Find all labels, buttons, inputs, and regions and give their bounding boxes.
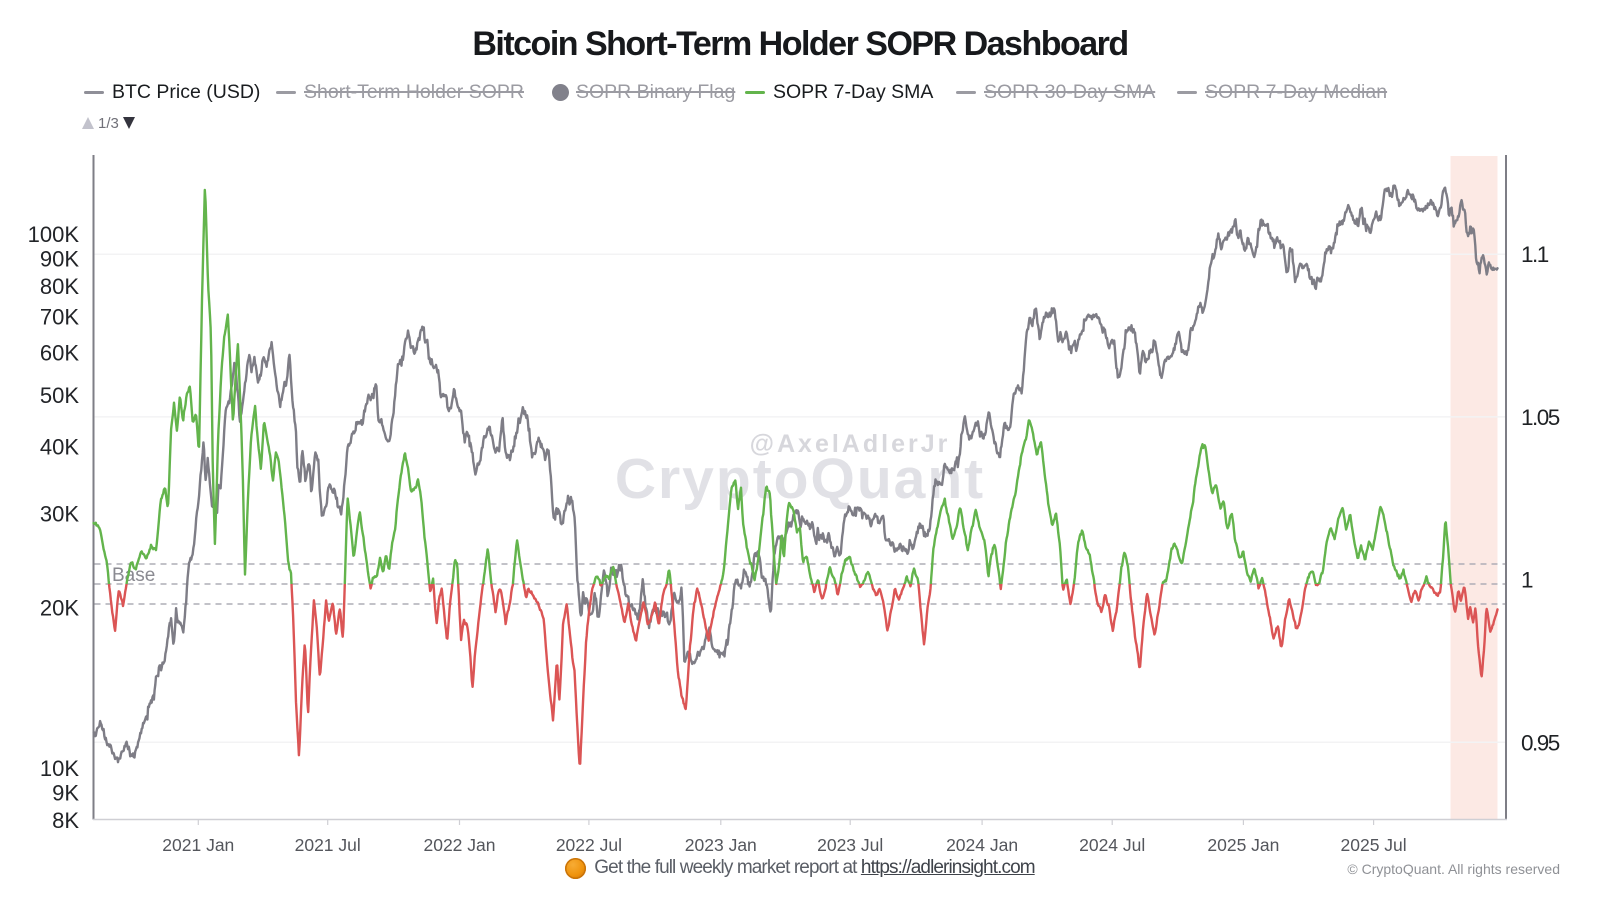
svg-text:100K: 100K — [28, 222, 80, 247]
svg-text:2024 Jan: 2024 Jan — [946, 835, 1018, 855]
svg-text:80K: 80K — [40, 274, 79, 299]
svg-text:70K: 70K — [40, 305, 79, 330]
svg-text:Base: Base — [112, 565, 155, 586]
svg-text:1: 1 — [1521, 568, 1533, 593]
svg-text:2021 Jul: 2021 Jul — [295, 835, 361, 855]
svg-text:2025 Jul: 2025 Jul — [1341, 835, 1407, 855]
svg-text:50K: 50K — [40, 383, 79, 408]
svg-text:2025 Jan: 2025 Jan — [1207, 835, 1279, 855]
svg-text:90K: 90K — [40, 246, 79, 271]
svg-text:30K: 30K — [40, 501, 79, 526]
svg-text:2021 Jan: 2021 Jan — [162, 835, 234, 855]
svg-text:2023 Jan: 2023 Jan — [685, 835, 757, 855]
svg-text:9K: 9K — [52, 781, 79, 806]
svg-text:40K: 40K — [40, 435, 79, 460]
svg-text:20K: 20K — [40, 595, 79, 620]
svg-text:8K: 8K — [52, 808, 79, 833]
svg-text:10K: 10K — [40, 756, 79, 781]
svg-text:2022 Jul: 2022 Jul — [556, 835, 622, 855]
svg-text:1.05: 1.05 — [1521, 405, 1560, 430]
svg-text:1.1: 1.1 — [1521, 242, 1549, 267]
svg-text:CryptoQuant: CryptoQuant — [615, 447, 985, 511]
svg-text:2024 Jul: 2024 Jul — [1079, 835, 1145, 855]
svg-text:60K: 60K — [40, 341, 79, 366]
svg-text:0.95: 0.95 — [1521, 730, 1560, 755]
svg-text:2022 Jan: 2022 Jan — [423, 835, 495, 855]
svg-text:2023 Jul: 2023 Jul — [817, 835, 883, 855]
svg-text:@AxelAdlerJr: @AxelAdlerJr — [750, 430, 951, 458]
